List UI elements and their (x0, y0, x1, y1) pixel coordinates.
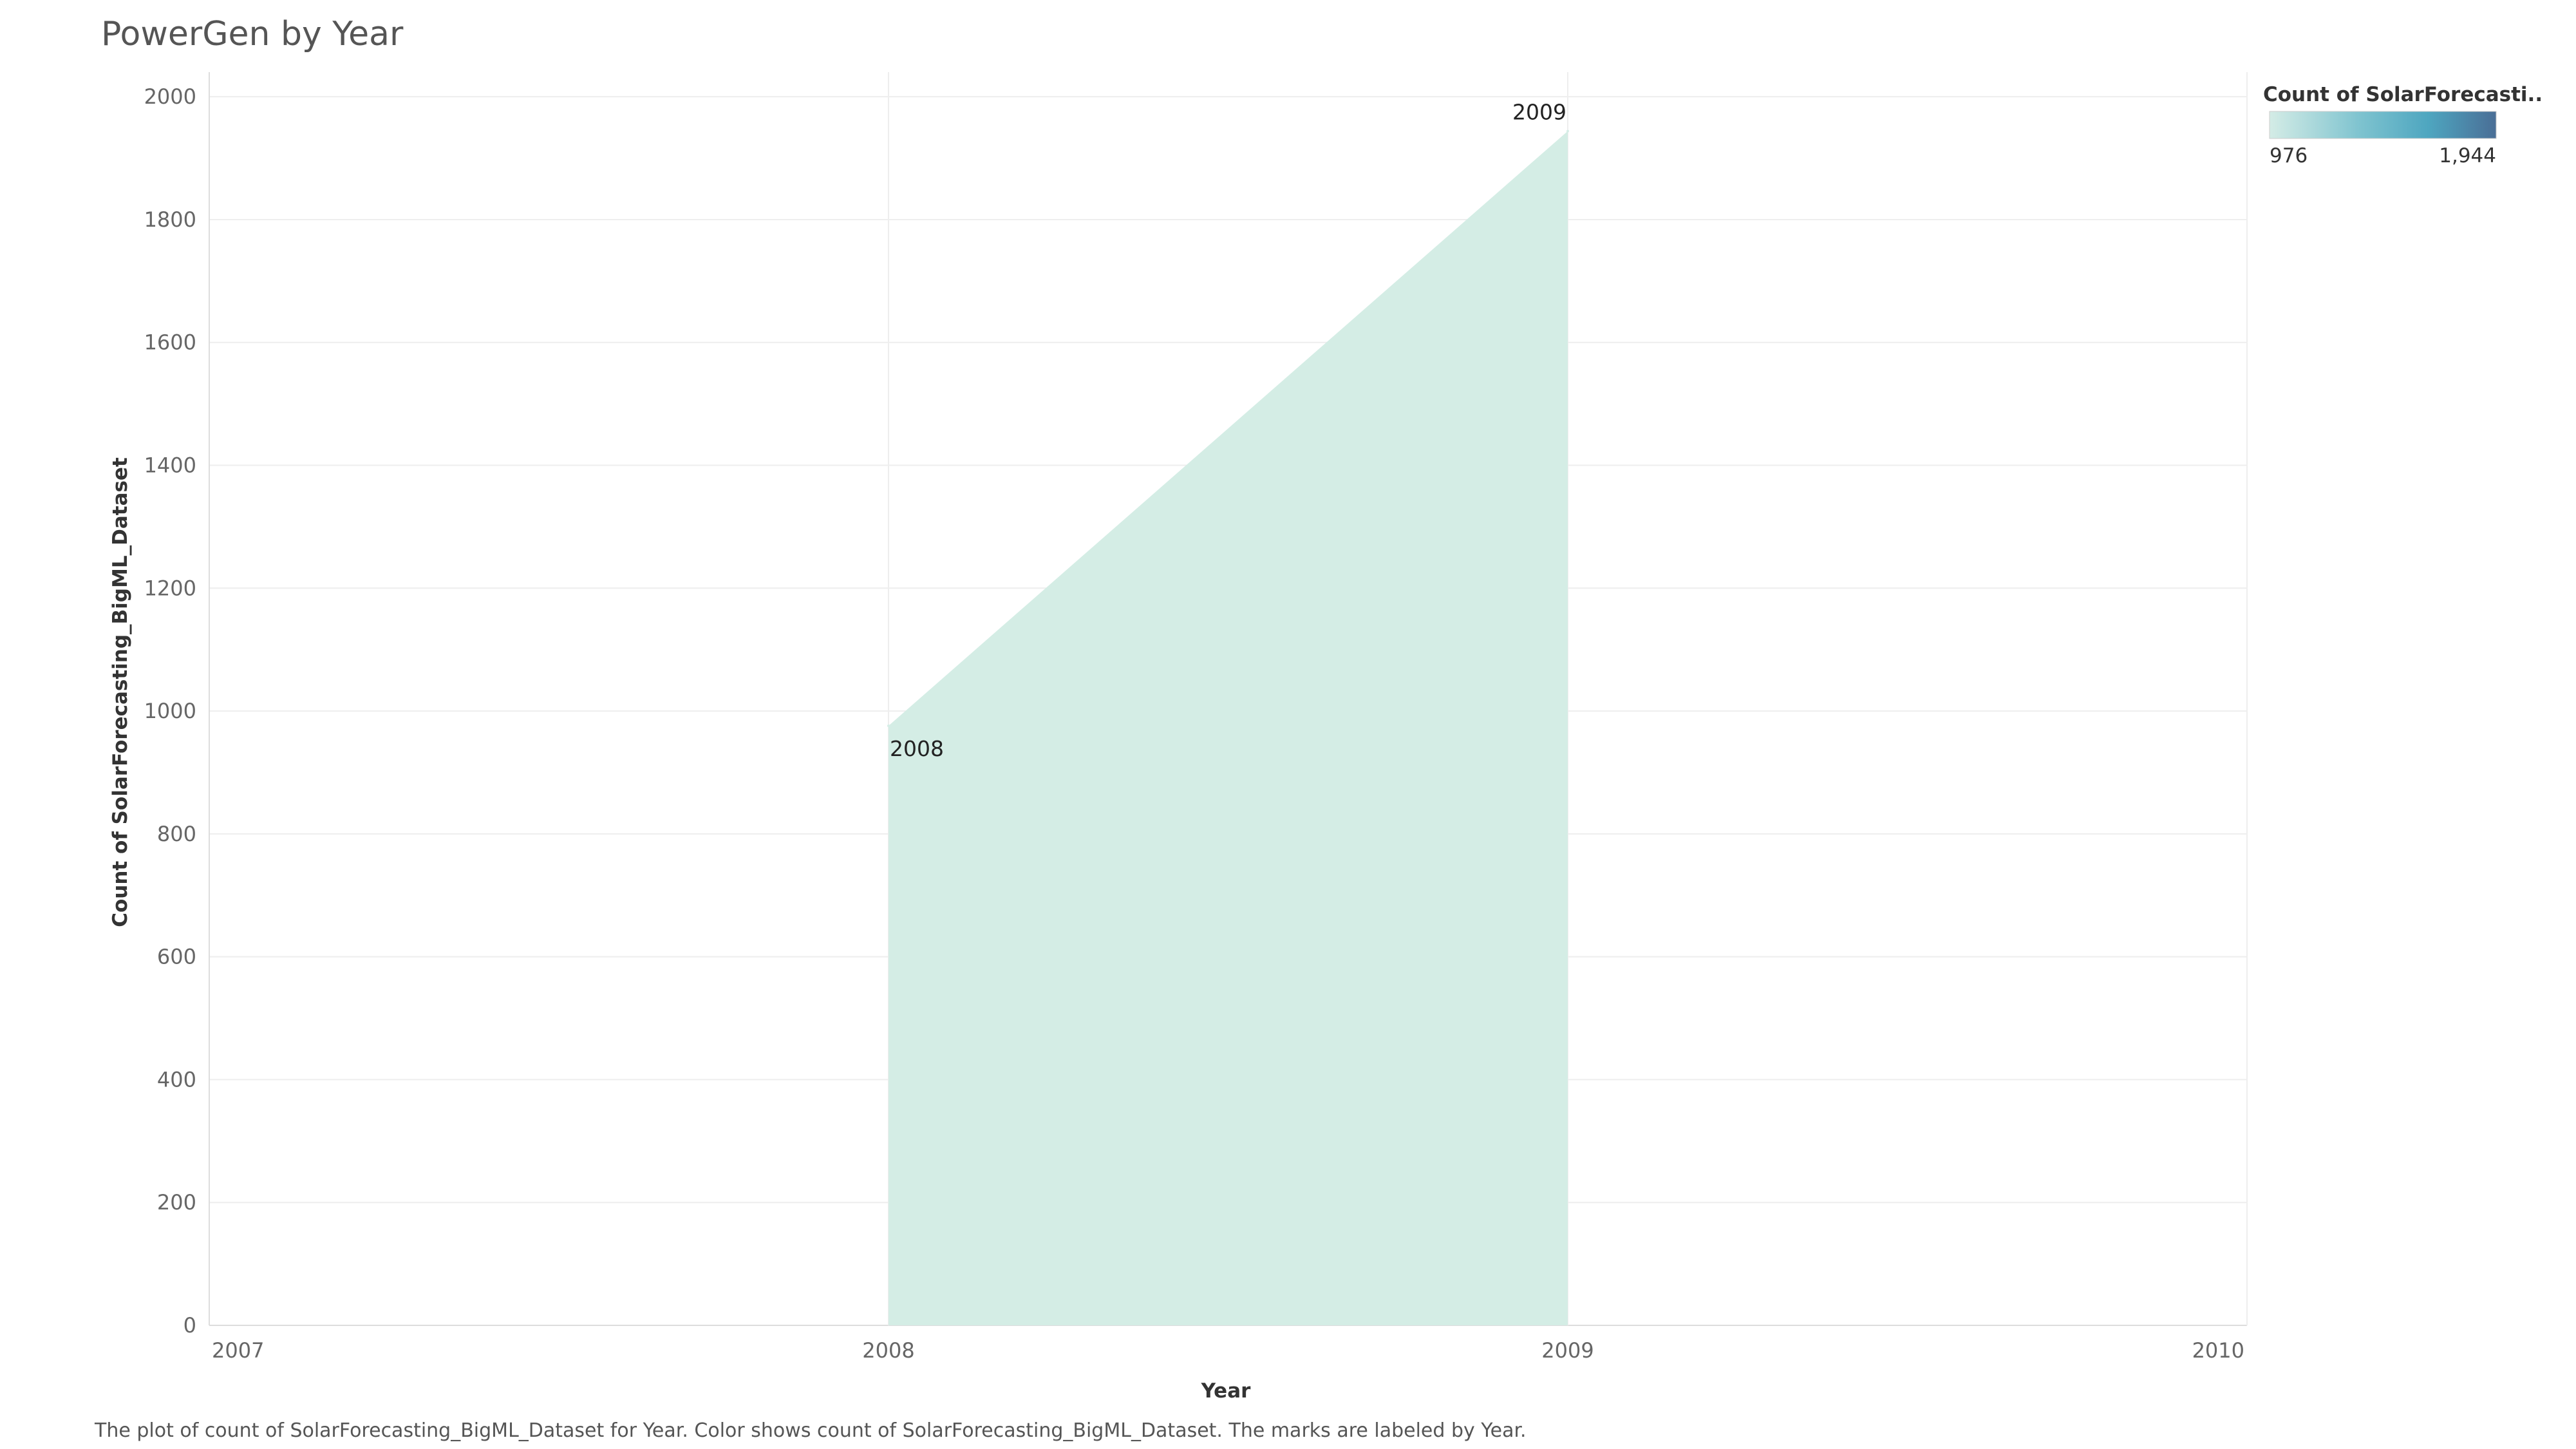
y-tick-label: 800 (157, 822, 196, 846)
x-tick-label: 2010 (2192, 1338, 2244, 1363)
area-fill (888, 131, 1568, 1326)
color-legend: Count of SolarForecasti.. 976 1,944 (2263, 83, 2543, 167)
chart-caption: The plot of count of SolarForecasting_Bi… (94, 1419, 1527, 1442)
legend-gradient-bar (2269, 111, 2497, 139)
x-tick-label: 2007 (212, 1338, 264, 1363)
y-tick-label: 0 (183, 1313, 196, 1338)
y-tick-label: 400 (157, 1067, 196, 1092)
y-tick-label: 1000 (144, 699, 196, 723)
data-point (887, 724, 890, 727)
y-tick-label: 2000 (144, 84, 196, 109)
y-tick-label: 1400 (144, 453, 196, 478)
mark-labels: 2008 2009 (890, 100, 1566, 761)
data-label: 2008 (890, 736, 944, 761)
y-tick-label: 1200 (144, 576, 196, 600)
y-tick-label: 1800 (144, 207, 196, 232)
chart-title: PowerGen by Year (101, 15, 404, 53)
y-axis-ticks: 0 200 400 600 800 1000 1200 1400 1600 1800 2000 (144, 84, 196, 1338)
x-tick-label: 2008 (862, 1338, 914, 1363)
data-point (1566, 129, 1569, 133)
y-axis-title: Count of SolarForecasting_BigML_Dataset (109, 457, 132, 927)
x-axis-ticks: 2007 2008 2009 2010 (212, 1338, 2244, 1363)
y-tick-label: 200 (157, 1190, 196, 1215)
x-tick-label: 2009 (1541, 1338, 1594, 1363)
area-series (887, 129, 1569, 1326)
y-tick-label: 1600 (144, 330, 196, 355)
legend-min-label: 976 (2270, 144, 2308, 167)
y-tick-label: 600 (157, 945, 196, 969)
legend-title: Count of SolarForecasti.. (2263, 83, 2543, 106)
legend-max-label: 1,944 (2439, 144, 2496, 167)
x-axis-title: Year (1201, 1379, 1252, 1403)
data-label: 2009 (1512, 100, 1566, 125)
